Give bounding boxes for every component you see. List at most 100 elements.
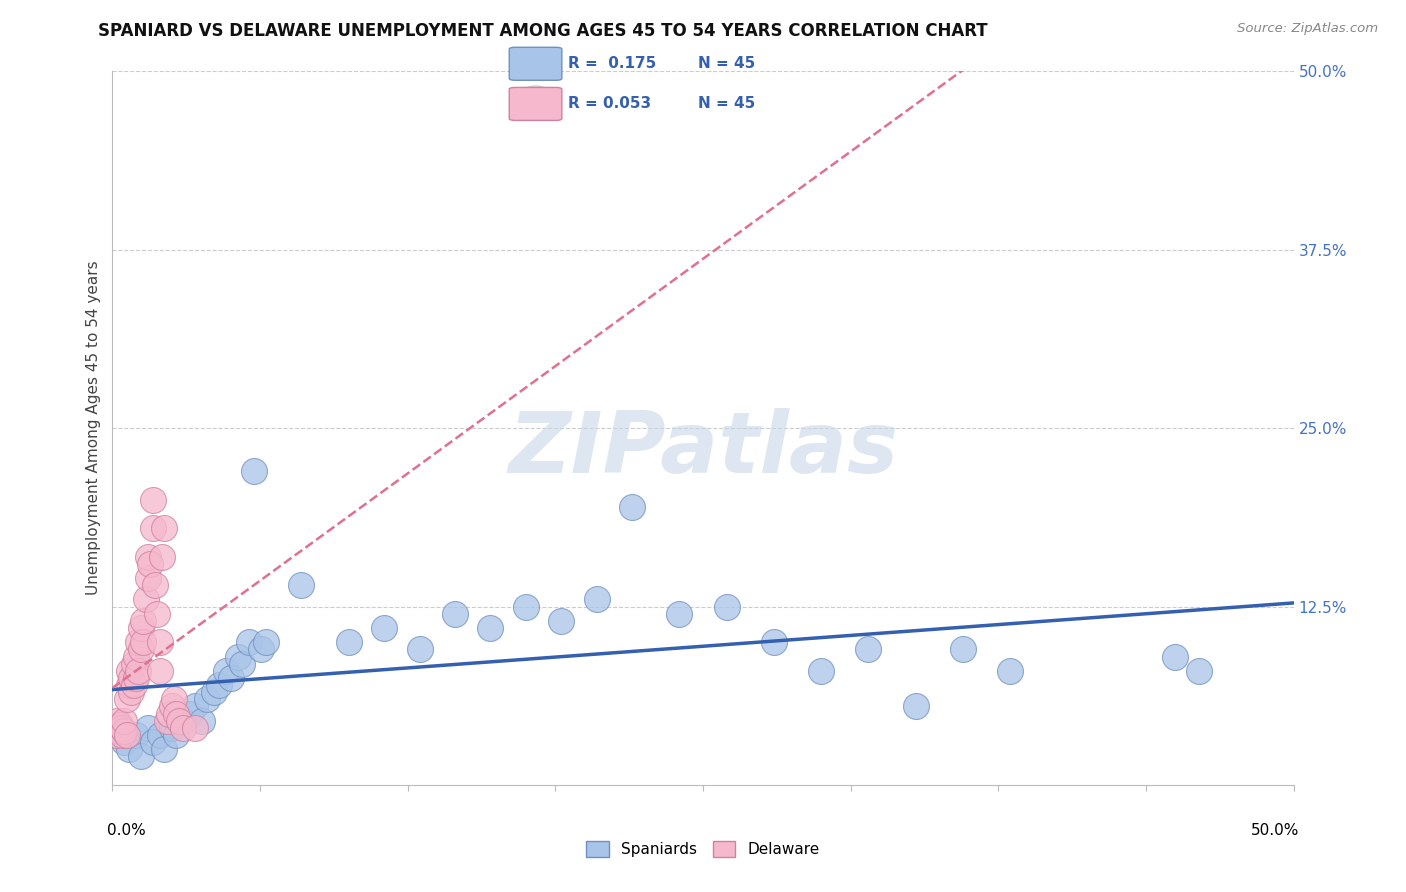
Point [550, 614, 572, 628]
Text: R = 0.053: R = 0.053 [568, 95, 651, 111]
Point [858, 642, 880, 657]
Point [136, 549, 159, 564]
Point [118, 678, 141, 692]
Text: ZIPatlas: ZIPatlas [508, 408, 898, 491]
Point [105, 728, 128, 742]
Point [149, 728, 172, 742]
Point [115, 728, 138, 742]
Point [165, 706, 187, 721]
Legend: Spaniards, Delaware: Spaniards, Delaware [581, 835, 825, 863]
Point [1188, 664, 1211, 678]
Point [337, 635, 360, 649]
Point [238, 635, 260, 649]
Text: N = 45: N = 45 [697, 95, 755, 111]
Point [143, 578, 166, 592]
Point [125, 649, 148, 664]
Point [254, 635, 277, 649]
Point [157, 706, 180, 721]
Point [1164, 649, 1187, 664]
Point [139, 557, 162, 571]
Point [668, 607, 690, 621]
Point [129, 621, 152, 635]
Text: 50.0%: 50.0% [1251, 823, 1299, 838]
Point [108, 723, 131, 738]
Point [149, 635, 172, 649]
Point [122, 678, 145, 692]
Point [904, 699, 927, 714]
Point [202, 685, 225, 699]
Point [172, 714, 194, 728]
Point [112, 714, 135, 728]
Point [219, 671, 242, 685]
Point [132, 614, 155, 628]
Point [149, 664, 172, 678]
FancyBboxPatch shape [509, 87, 562, 120]
Point [150, 549, 173, 564]
Point [125, 728, 148, 742]
Point [165, 728, 187, 742]
Point [111, 728, 134, 742]
Point [118, 742, 141, 756]
Text: N = 45: N = 45 [697, 56, 755, 71]
Point [231, 657, 253, 671]
Point [111, 721, 134, 735]
Point [195, 692, 218, 706]
Point [184, 721, 207, 735]
Text: Source: ZipAtlas.com: Source: ZipAtlas.com [1237, 22, 1378, 36]
Point [136, 721, 159, 735]
Point [172, 721, 194, 735]
Point [179, 706, 201, 721]
Point [184, 699, 207, 714]
Point [129, 749, 152, 764]
Point [479, 621, 502, 635]
Point [146, 607, 169, 621]
Point [515, 599, 537, 614]
Point [215, 664, 238, 678]
Point [153, 742, 176, 756]
Point [998, 664, 1021, 678]
Point [191, 714, 214, 728]
Point [127, 664, 149, 678]
Point [112, 723, 135, 738]
Point [408, 642, 430, 657]
Point [120, 671, 142, 685]
Point [163, 692, 186, 706]
Point [160, 721, 183, 735]
Point [120, 685, 142, 699]
Point [108, 718, 131, 732]
Point [104, 721, 127, 735]
Point [135, 592, 157, 607]
Point [142, 521, 165, 535]
Point [112, 735, 135, 749]
Point [156, 714, 179, 728]
Point [226, 649, 249, 664]
Point [118, 664, 141, 678]
Point [621, 500, 644, 514]
Point [762, 635, 785, 649]
Point [142, 492, 165, 507]
Point [142, 735, 165, 749]
Point [585, 592, 607, 607]
Point [129, 642, 152, 657]
Point [250, 642, 273, 657]
Point [153, 521, 176, 535]
Point [160, 699, 183, 714]
Point [810, 664, 832, 678]
Point [716, 599, 738, 614]
Point [167, 714, 190, 728]
Point [127, 635, 149, 649]
Text: 0.0%: 0.0% [107, 823, 145, 838]
Point [243, 464, 266, 478]
Point [132, 635, 155, 649]
Point [122, 657, 145, 671]
Point [373, 621, 395, 635]
Point [952, 642, 974, 657]
FancyBboxPatch shape [509, 47, 562, 80]
Point [125, 671, 148, 685]
Text: R =  0.175: R = 0.175 [568, 56, 657, 71]
Point [208, 678, 231, 692]
Point [136, 571, 159, 585]
Point [290, 578, 312, 592]
Point [115, 692, 138, 706]
Y-axis label: Unemployment Among Ages 45 to 54 years: Unemployment Among Ages 45 to 54 years [86, 260, 101, 596]
